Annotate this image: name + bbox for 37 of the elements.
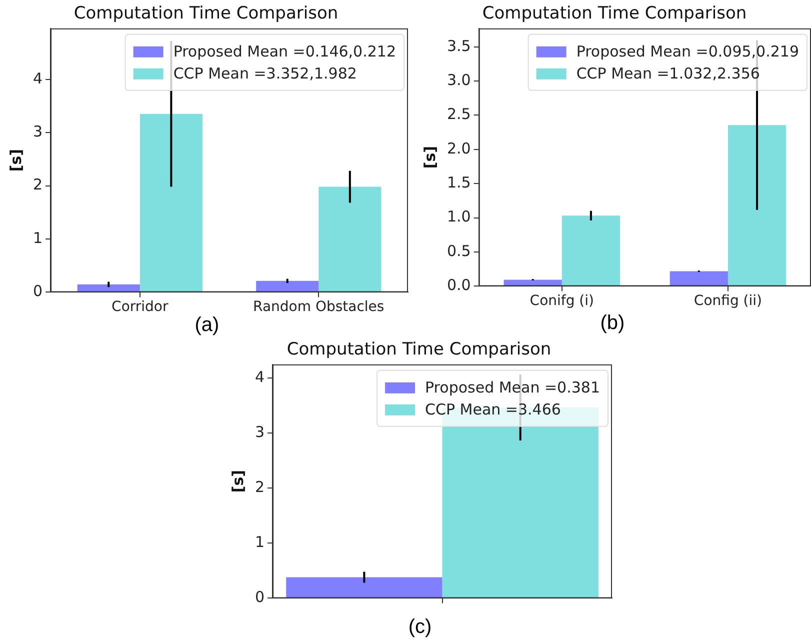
legend-label: Proposed Mean =0.095,0.219 [576,42,799,60]
y-tick-label: 0 [32,282,43,300]
y-axis-title: [s] [420,146,439,169]
y-tick-label: 2.5 [446,105,471,124]
text: (a) [194,314,220,337]
y-tick-label: 1 [254,533,265,552]
y-tick-label: 0.0 [446,276,471,294]
x-tick-label: Config (ii) [694,293,762,310]
y-tick-label: 3 [32,122,43,141]
legend-label: Proposed Mean =0.146,0.212 [173,42,396,60]
y-tick-label: 4 [254,368,265,386]
text: (c) [407,616,433,639]
y-axis-title: [s] [6,148,25,172]
chart-title: Computation Time Comparison [482,4,747,24]
y-tick-label: 3.0 [446,70,471,89]
legend-label: Proposed Mean =0.381 [425,378,600,396]
y-tick-label: 1 [32,228,43,247]
y-tick-label: 0 [254,588,265,606]
y-tick-label: 2 [32,176,43,194]
x-tick-label: Random Obstacles [253,299,384,316]
y-tick-label: 1.5 [446,174,471,192]
legend-label: CCP Mean =3.352,1.982 [173,64,357,82]
y-axis-title: [s] [228,470,247,493]
y-tick-label: 2.0 [446,139,471,158]
legend-label: CCP Mean =3.466 [425,400,561,418]
y-tick-label: 1.0 [446,208,471,226]
x-tick-label: Corridor [112,299,168,316]
y-tick-label: 3 [254,423,265,442]
y-tick-label: 4 [32,69,43,88]
chart-title: Computation Time Comparison [74,4,338,24]
chart-title: Computation Time Comparison [286,340,552,360]
x-tick-label: Conifg (i) [530,293,594,310]
y-tick-label: 2 [254,478,265,496]
text: (b) [599,312,626,335]
y-tick-label: 0.5 [446,242,471,260]
y-tick-label: 3.5 [446,36,471,55]
legend-label: CCP Mean =1.032,2.356 [576,64,760,82]
